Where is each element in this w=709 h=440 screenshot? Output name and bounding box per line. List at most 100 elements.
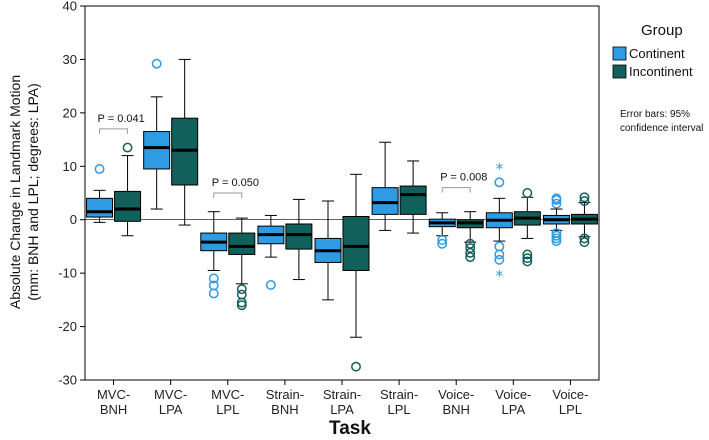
significance-bracket — [441, 187, 471, 193]
legend-label-continent: Continent — [629, 46, 685, 61]
plot-area: ** — [85, 58, 599, 372]
outlier-circle — [351, 361, 361, 372]
significance-bracket — [99, 128, 129, 134]
outlier-circle — [522, 188, 533, 198]
box-continent: ** — [485, 160, 513, 285]
x-category-label: BNH — [442, 402, 469, 417]
box-iqr — [114, 190, 142, 222]
box-incontinent — [285, 198, 313, 281]
x-category-label: LPL — [388, 402, 411, 417]
box-incontinent — [342, 173, 370, 372]
x-category-label: LPL — [559, 402, 582, 417]
legend-swatch-continent — [612, 46, 627, 61]
box-iqr — [342, 216, 370, 271]
outlier-circle — [522, 256, 533, 267]
y-axis: -30 -20 -10 0 10 20 30 40 — [58, 0, 85, 388]
outlier-circle — [236, 289, 247, 300]
x-category-label: LPA — [330, 402, 354, 417]
outlier-circle — [494, 249, 505, 260]
outlier-star: * — [496, 160, 504, 178]
box-iqr — [285, 223, 313, 250]
y-tick-label: 0 — [70, 212, 77, 227]
outlier-circle — [208, 273, 219, 284]
box-continent — [542, 193, 570, 247]
x-category-label: Voice- — [495, 387, 531, 402]
x-axis-title: Task — [329, 418, 371, 439]
outlier-circle — [151, 58, 162, 69]
p-value-label: P = 0.050 — [212, 177, 259, 189]
x-category-label: MVC- — [97, 387, 130, 402]
box-incontinent — [456, 211, 484, 263]
outlier-star: * — [496, 267, 504, 285]
box-continent — [257, 214, 285, 290]
p-value-label: P = 0.008 — [440, 172, 487, 184]
box-continent — [200, 211, 228, 299]
outlier-circle — [579, 196, 590, 206]
x-category-label: MVC- — [154, 387, 187, 402]
y-tick-label: -20 — [58, 319, 77, 334]
legend-label-incontinent: Incontinent — [629, 64, 693, 79]
y-tick-label: -10 — [58, 266, 77, 281]
x-axis: MVC-BNHMVC-LPAMVC-LPLStrain-BNHStrain-LP… — [97, 380, 589, 417]
error-bar-note: Error bars: 95% confidence interval — [620, 109, 703, 134]
outlier-circle — [465, 252, 476, 263]
x-category-label: Voice- — [552, 387, 588, 402]
legend-title: Group — [641, 22, 683, 39]
outlier-circle — [494, 241, 505, 252]
outlier-circle — [579, 233, 590, 244]
outlier-circle — [437, 235, 448, 245]
outlier-circle — [551, 236, 562, 247]
box-iqr — [399, 185, 427, 215]
outlier-circle — [551, 233, 562, 244]
box-incontinent — [399, 160, 427, 234]
outlier-circle — [236, 300, 247, 311]
box-iqr — [371, 187, 399, 215]
box-iqr — [86, 197, 114, 218]
y-tick-label: 10 — [63, 159, 77, 174]
outlier-circle — [437, 238, 448, 249]
x-category-label: BNH — [100, 402, 127, 417]
outlier-circle — [522, 249, 533, 260]
y-axis-title: Absolute Change in Landmark Motion (mm: … — [7, 75, 41, 309]
outlier-circle — [236, 284, 247, 295]
outlier-circle — [551, 193, 562, 204]
x-category-label: LPA — [159, 402, 183, 417]
x-category-label: Voice- — [438, 387, 474, 402]
note-line-1: Error bars: 95% — [620, 109, 690, 120]
p-value-annotation: P = 0.041 — [98, 113, 145, 134]
outlier-circle — [94, 164, 105, 174]
x-category-label: BNH — [271, 402, 298, 417]
box-continent — [428, 212, 456, 249]
box-continent — [143, 58, 171, 210]
outlier-circle — [494, 177, 505, 188]
outlier-circle — [122, 142, 133, 153]
plot-frame — [84, 5, 600, 381]
box-incontinent — [171, 58, 199, 226]
p-value-annotation: P = 0.008 — [440, 172, 487, 193]
box-incontinent — [114, 142, 142, 237]
outlier-circle — [522, 253, 533, 264]
outlier-circle — [494, 254, 505, 265]
x-category-label: Strain- — [380, 387, 418, 402]
y-axis-title-line2: (mm: BNH and LPL; degrees: LPA) — [25, 83, 41, 301]
box-incontinent — [228, 217, 256, 311]
outlier-circle — [579, 237, 590, 248]
x-category-label: LPA — [502, 402, 526, 417]
x-category-label: Strain- — [266, 387, 304, 402]
box-continent — [86, 164, 114, 223]
y-tick-label: 40 — [63, 0, 77, 14]
p-value-label: P = 0.041 — [98, 113, 145, 125]
outlier-circle — [579, 192, 590, 203]
outlier-circle — [208, 288, 219, 299]
box-iqr — [143, 131, 171, 170]
outlier-circle — [551, 198, 562, 209]
x-category-label: LPL — [216, 402, 239, 417]
p-value-annotations: P = 0.041 P = 0.050 P = 0.008 — [98, 113, 487, 198]
x-category-label: MVC- — [211, 387, 244, 402]
significance-bracket — [213, 192, 243, 198]
legend: Group Continent Incontinent — [612, 22, 693, 79]
y-axis-title-line1: Absolute Change in Landmark Motion — [7, 75, 23, 309]
box-iqr — [228, 232, 256, 255]
outlier-circle — [551, 230, 562, 241]
